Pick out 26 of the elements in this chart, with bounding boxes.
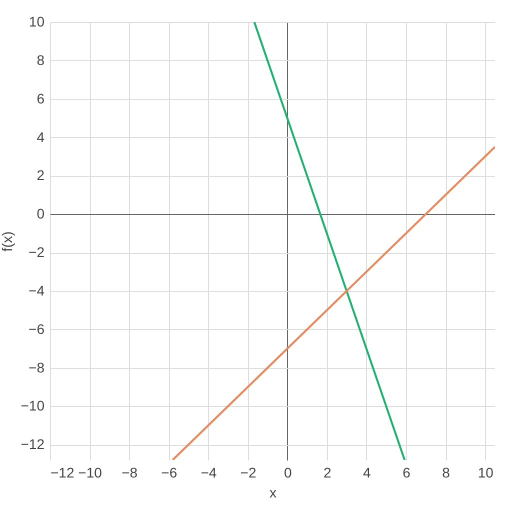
y-tick-label: 10 [28,14,45,30]
y-tick-label: 2 [36,167,45,184]
y-tick-label: −8 [28,359,45,376]
x-tick-label: 4 [363,464,372,480]
x-tick-label: −10 [78,464,102,480]
x-axis-title: x [270,484,276,500]
y-tick-label: −4 [28,282,45,298]
x-tick-label: −2 [240,464,256,480]
y-tick-label: 4 [36,128,45,145]
y-tick-label: −2 [28,244,45,260]
y-tick-label: 8 [36,52,45,68]
x-tick-label: 8 [442,464,450,480]
x-tick-label: 0 [284,464,292,480]
y-axis-title: f(x) [0,231,15,252]
x-tick-label: −4 [200,464,217,480]
y-tick-label: 0 [36,206,45,222]
y-tick-label: 6 [36,90,45,106]
x-tick-label: 10 [478,464,494,480]
y-tick-label: −10 [20,398,45,414]
x-tick-label: 2 [323,464,332,480]
y-tick-label: −12 [20,436,45,452]
x-tick-label: −12 [50,464,74,480]
x-tick-label: −6 [161,464,178,480]
x-tick-label: −8 [122,464,138,480]
y-tick-label: −6 [28,320,45,337]
x-tick-label: 6 [402,464,411,480]
